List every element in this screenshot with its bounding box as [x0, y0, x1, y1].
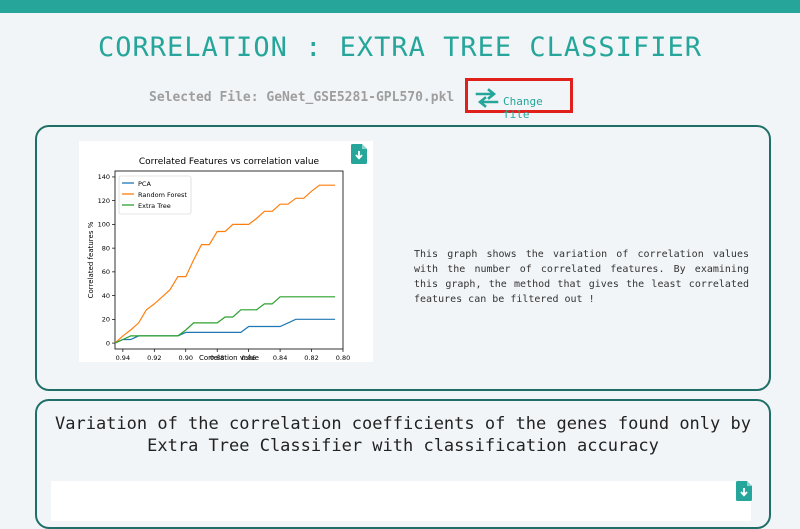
correlation-line-chart: Correlated Features vs correlation value… [87, 157, 350, 362]
legend-extra-tree: Extra Tree [138, 202, 171, 210]
series-line-extra-tree [114, 296, 336, 344]
y-tick-label: 20 [102, 316, 110, 324]
y-tick-label: 60 [102, 268, 110, 276]
x-tick-label: 0.92 [147, 354, 161, 362]
legend-pca: PCA [138, 180, 151, 188]
selected-file-label: Selected File: GeNet_GSE5281-GPL570.pkl [149, 90, 455, 105]
download-file-icon[interactable] [736, 481, 752, 501]
x-tick-label: 0.86 [241, 354, 255, 362]
y-tick-label: 100 [98, 221, 110, 229]
y-axis-label: Correlated features % [87, 221, 95, 298]
legend-random-forest: Random Forest [138, 191, 187, 199]
x-axis-label: Correlation value [199, 354, 259, 362]
swap-arrows-icon [475, 88, 499, 108]
correlation-chart: Correlated Features vs correlation value… [79, 141, 373, 362]
accuracy-card: Variation of the correlation coefficient… [35, 399, 771, 529]
y-tick-label: 0 [106, 339, 110, 347]
chart-description: This graph shows the variation of correl… [414, 249, 749, 305]
top-bar [0, 0, 800, 13]
x-tick-label: 0.94 [116, 354, 130, 362]
x-tick-label: 0.88 [210, 354, 224, 362]
series-line-random-forest [114, 184, 336, 344]
download-file-icon[interactable] [351, 144, 367, 164]
x-tick-label: 0.80 [336, 354, 350, 362]
accuracy-card-title: Variation of the correlation coefficient… [55, 414, 751, 456]
y-tick-label: 120 [98, 197, 110, 205]
x-tick-label: 0.82 [304, 354, 318, 362]
x-tick-label: 0.90 [179, 354, 193, 362]
chart-title: Correlated Features vs correlation value [139, 157, 320, 167]
change-file-label: Change file [503, 95, 543, 121]
page-title: CORRELATION : EXTRA TREE CLASSIFIER [98, 32, 702, 63]
y-tick-label: 140 [98, 173, 110, 181]
change-file-button[interactable]: Change file [465, 78, 573, 121]
chart-legend: PCA Random Forest Extra Tree [118, 175, 192, 215]
correlation-card: Correlated Features vs correlation value… [35, 125, 771, 391]
y-tick-label: 80 [102, 244, 110, 252]
y-tick-label: 40 [102, 292, 110, 300]
accuracy-chart [51, 481, 751, 521]
x-tick-label: 0.84 [273, 354, 287, 362]
